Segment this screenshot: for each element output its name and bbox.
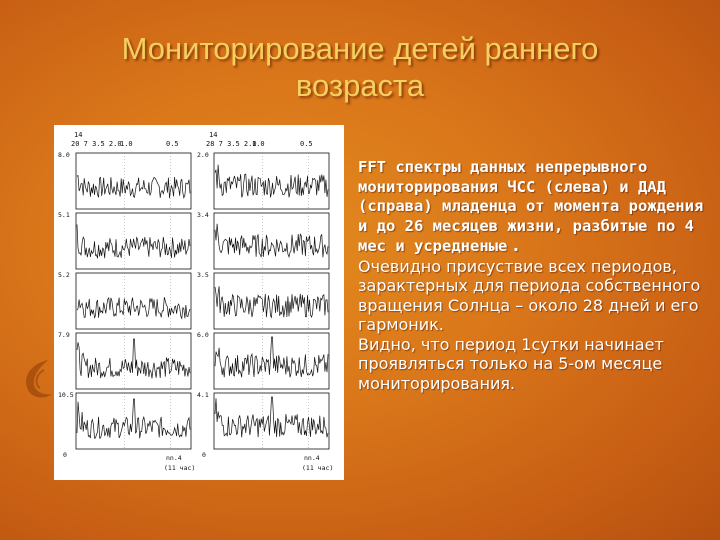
left-period-ticks: 20 7 3.5 2.0 [71,140,122,148]
left-spectrum-trace-3 [76,296,191,320]
right-spectrum-frame-2 [213,212,330,270]
right-scale-5: 4.1 [197,391,209,399]
right-spectrum-trace-2 [214,223,329,259]
slide-title: Мониторирование детей раннего возраста [0,30,720,104]
right-tick-2: 0.5 [300,140,313,148]
left-spectrum-frame-2 [75,212,192,270]
right-spectrum-frame-5 [213,392,330,450]
left-spectrum-frame-4 [75,332,192,390]
fft-description: FFT спектры данных непрерывного монитори… [358,158,710,257]
right-spectrum-trace-4 [214,336,329,378]
left-note-label: (11 час) [164,464,195,472]
left-spectrum-frame-3 [75,272,192,330]
left-spectrum-frame-5 [75,392,192,450]
slide-title-line-2: возраста [295,68,425,103]
left-spectrum-trace-1 [76,174,191,200]
right-spectrum-trace-3 [214,286,329,319]
slide-title-line-1: Мониторирование детей раннего [121,31,599,66]
right-spectrum-frame-3 [213,272,330,330]
fft-description-text: FFT спектры данных непрерывного монитори… [358,158,704,255]
left-scale-4: 7.9 [58,331,70,339]
left-spectrum-trace-2 [76,224,191,259]
right-panel-label: 14 [209,131,217,139]
right-tick-1: 1.0 [252,140,265,148]
left-scale-3: 5.2 [58,271,70,279]
right-spectrum-trace-1 [214,164,329,198]
left-spectrum-trace-5 [76,398,191,439]
right-scale-2: 3.4 [197,211,209,219]
slide-body: FFT спектры данных непрерывного монитори… [358,158,710,393]
left-scale-2: 5.1 [58,211,70,219]
solar-periods-paragraph: Очевидно присуствие всех периодов, зарак… [358,256,701,335]
right-zero-label: 0 [202,451,206,459]
left-scale-5: 10.5 [58,391,74,399]
daily-period-paragraph: Видно, что период 1сутки начинает проявл… [358,334,664,393]
fft-spectra-figure: 14 20 7 3.5 2.0 1.0 0.5 14 28 7 3.5 2.0 … [54,125,344,480]
decorative-swirl [26,360,52,398]
left-subject-label: nn.4 [166,454,182,462]
left-spectrum-frame-1 [75,152,192,210]
left-zero-label: 0 [63,451,67,459]
left-panel-label: 14 [74,131,82,139]
right-spectrum-frame-4 [213,332,330,390]
right-period-ticks: 28 7 3.5 2.0 [206,140,257,148]
spectra-traces [75,152,330,450]
left-scale-1: 8.0 [58,151,70,159]
right-scale-3: 3.5 [197,271,209,279]
right-note-label: (11 час) [302,464,333,472]
right-scale-4: 6.0 [197,331,209,339]
left-tick-1: 1.0 [120,140,133,148]
right-spectrum-frame-1 [213,152,330,210]
left-tick-2: 0.5 [166,140,179,148]
right-spectrum-trace-5 [214,396,329,438]
right-subject-label: nn.4 [304,454,320,462]
fft-spectra-plots: 14 20 7 3.5 2.0 1.0 0.5 14 28 7 3.5 2.0 … [58,131,333,472]
right-scale-1: 2.0 [197,151,209,159]
left-spectrum-trace-4 [76,338,191,379]
fft-description-tail: . [507,236,519,255]
